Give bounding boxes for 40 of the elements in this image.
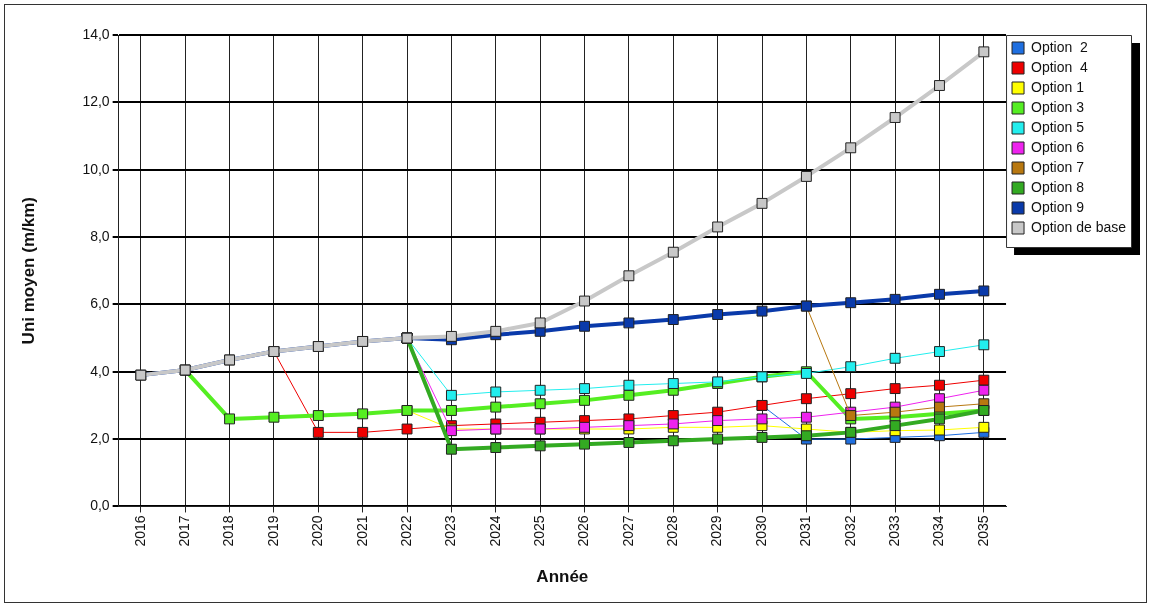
legend-label: Option 9: [1031, 198, 1085, 215]
legend-label: Option 1: [1031, 78, 1085, 95]
y-tick-label: 14,0: [82, 25, 110, 42]
x-tick-label: 2026: [575, 515, 592, 547]
x-tick-label: 2027: [619, 515, 636, 547]
legend-label: Option 6: [1031, 138, 1085, 155]
y-tick-label: 10,0: [82, 160, 110, 177]
x-tick-label: 2022: [397, 515, 414, 547]
x-tick-label: 2025: [531, 515, 548, 547]
y-tick-label: 12,0: [82, 93, 110, 110]
y-axis-title: Uni moyen (m/km): [18, 197, 38, 345]
x-tick-label: 2031: [797, 515, 814, 547]
x-tick-label: 2032: [841, 515, 858, 547]
y-tick-label: 0,0: [90, 497, 110, 514]
x-tick-label: 2034: [930, 515, 947, 547]
x-tick-label: 2020: [309, 515, 326, 547]
x-tick-label: 2021: [353, 515, 370, 547]
x-tick-label: 2019: [264, 515, 281, 547]
legend-label: Option 2: [1031, 38, 1089, 55]
x-tick-label: 2033: [885, 515, 902, 547]
x-tick-label: 2028: [664, 515, 681, 547]
legend-label: Option 8: [1031, 178, 1085, 195]
y-tick-label: 6,0: [90, 295, 110, 312]
x-tick-label: 2024: [486, 515, 503, 547]
y-tick-label: 4,0: [90, 362, 110, 379]
legend-label: Option 7: [1031, 158, 1085, 175]
x-tick-label: 2016: [131, 515, 148, 547]
legend-label: Option 5: [1031, 118, 1085, 135]
x-tick-label: 2017: [176, 515, 193, 547]
legend-label: Option de base: [1031, 218, 1127, 235]
legend-label: Option 4: [1031, 58, 1089, 75]
y-tick-label: 2,0: [90, 429, 110, 446]
x-axis-title: Année: [536, 567, 589, 587]
legend-label: Option 3: [1031, 98, 1085, 115]
x-tick-label: 2029: [708, 515, 725, 547]
x-tick-label: 2035: [974, 515, 991, 547]
x-tick-label: 2018: [220, 515, 237, 547]
y-tick-label: 8,0: [90, 227, 110, 244]
x-tick-label: 2030: [752, 515, 769, 547]
x-tick-label: 2023: [442, 515, 459, 547]
